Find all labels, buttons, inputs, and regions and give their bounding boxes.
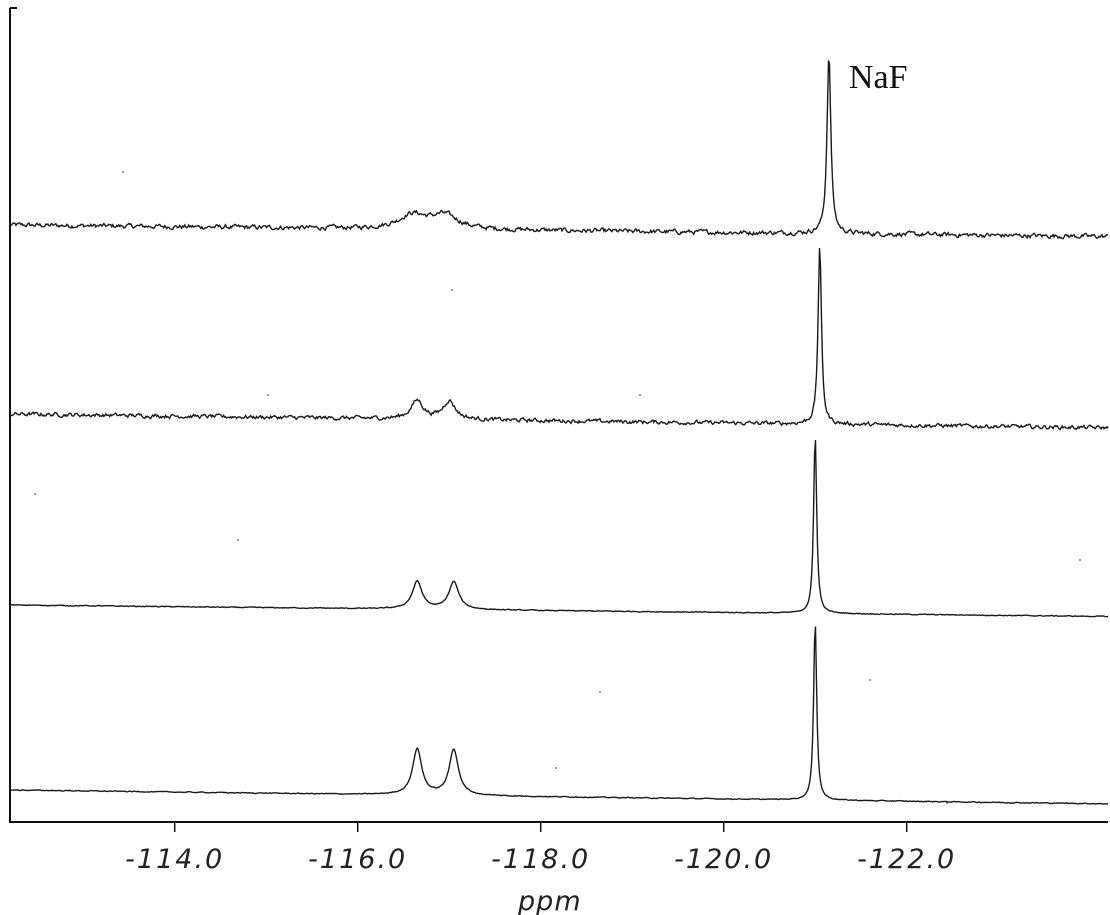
spectrum-trace-1 <box>9 60 1109 240</box>
spectrum-trace-2 <box>9 248 1109 431</box>
spectrum-trace-3 <box>9 439 1109 618</box>
x-axis-title: ppm <box>517 886 582 915</box>
scan-speck <box>451 289 453 291</box>
scan-speck <box>1079 559 1081 561</box>
x-tick-label: -120.0 <box>674 844 773 875</box>
scan-speck <box>122 171 124 173</box>
x-tick-label: -122.0 <box>857 844 956 875</box>
scan-speck <box>237 539 239 541</box>
x-tick-label: -118.0 <box>491 844 590 875</box>
x-tick-label: -114.0 <box>125 844 224 875</box>
scan-speck <box>599 691 601 693</box>
x-tick-label: -116.0 <box>308 844 407 875</box>
x-axis-ticks: -114.0 -116.0 -118.0 -120.0 -122.0 <box>125 822 956 875</box>
scan-speck <box>555 767 557 769</box>
scan-specks <box>34 171 1081 804</box>
scan-speck <box>869 679 871 681</box>
plot-frame <box>9 8 1108 823</box>
spectra-traces <box>9 60 1109 805</box>
spectrum-trace-4 <box>9 626 1109 805</box>
naf-peak-label: NaF <box>849 59 908 96</box>
scan-speck <box>267 394 269 396</box>
scan-speck <box>34 493 36 495</box>
scan-speck <box>639 394 641 396</box>
